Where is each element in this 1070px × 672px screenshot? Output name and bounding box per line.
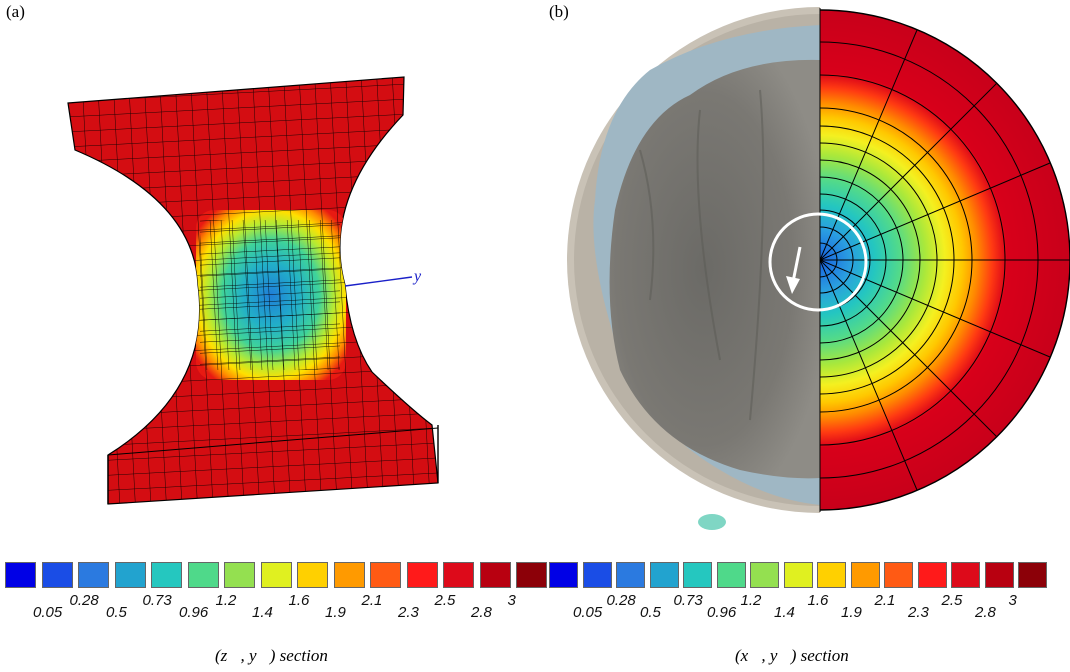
y-axis-label: y bbox=[412, 268, 422, 285]
colorbar-a: 0.05 0.28 0.5 0.73 0.96 1.2 1.4 1.6 1.9 2.1 2.3 2.5… bbox=[5, 558, 547, 628]
colorbar-tick-label: 0.5 bbox=[106, 604, 127, 621]
colorbar-tick-label: 1.4 bbox=[252, 604, 273, 621]
y-axis-indicator bbox=[344, 276, 413, 287]
colorbar-tick-label: 2.1 bbox=[361, 592, 383, 609]
colorbar-swatch bbox=[549, 562, 578, 588]
colorbar-swatch bbox=[649, 562, 679, 588]
panel-label-a: (a) bbox=[6, 2, 25, 21]
colorbar-tick-label: 2.5 bbox=[941, 592, 963, 609]
colorbar-tick-label: 1.2 bbox=[740, 592, 762, 609]
colorbar-tick-label: 0.28 bbox=[606, 592, 636, 609]
colorbar-swatch bbox=[78, 562, 109, 588]
colorbar-tick-label: 1.4 bbox=[774, 604, 795, 621]
colorbar-tick-label: 0.05 bbox=[33, 604, 63, 621]
colorbar-swatch bbox=[582, 562, 612, 588]
colorbar-swatch bbox=[1018, 562, 1047, 588]
colorbar-swatch bbox=[479, 562, 511, 588]
colorbar-tick-label: 3 bbox=[1008, 592, 1017, 609]
colorbar-swatch bbox=[5, 562, 36, 588]
colorbar-tick-label: 2.8 bbox=[471, 604, 492, 621]
colorbar-swatch bbox=[516, 562, 547, 588]
colorbar-swatch bbox=[683, 562, 712, 588]
colorbar-tick-label: 0.28 bbox=[69, 592, 99, 609]
colorbar-swatch bbox=[297, 562, 328, 588]
colorbar-tick-label: 2.8 bbox=[975, 604, 996, 621]
caption-a: (z⃗, y⃗) section bbox=[215, 646, 328, 665]
colorbar-swatch bbox=[984, 562, 1014, 588]
colorbar-swatch bbox=[224, 562, 255, 588]
colorbar-tick-label: 3 bbox=[507, 592, 516, 609]
colorbar-swatch bbox=[817, 562, 846, 588]
colorbar-swatch bbox=[114, 562, 146, 588]
colorbar-tick-label: 1.2 bbox=[215, 592, 237, 609]
deformed-mesh-a bbox=[67, 76, 439, 505]
colorbar-swatch bbox=[443, 562, 474, 588]
colorbar-tick-label: 1.9 bbox=[841, 604, 862, 621]
colorbar-swatch bbox=[616, 562, 645, 588]
colorbar-swatch bbox=[783, 562, 813, 588]
colorbar-tick-label: 2.1 bbox=[874, 592, 896, 609]
colorbar-swatch bbox=[370, 562, 401, 588]
colorbar-swatch bbox=[406, 562, 438, 588]
colorbar-swatch bbox=[151, 562, 182, 588]
colorbar-tick-label: 1.6 bbox=[288, 592, 310, 609]
colorbar-tick-label: 0.73 bbox=[142, 592, 172, 609]
colorbar-swatch bbox=[951, 562, 980, 588]
colorbar-tick-label: 1.9 bbox=[325, 604, 346, 621]
initiation-circle-marker bbox=[768, 212, 868, 312]
colorbar-swatch bbox=[260, 562, 292, 588]
colorbar-tick-label: 2.3 bbox=[398, 604, 419, 621]
colorbar-tick-label: 2.3 bbox=[908, 604, 929, 621]
colorbar-swatch bbox=[917, 562, 947, 588]
colorbar-swatch bbox=[187, 562, 219, 588]
colorbar-tick-label: 1.6 bbox=[807, 592, 829, 609]
colorbar-swatch bbox=[750, 562, 779, 588]
caption-b: (x⃗, y⃗) section bbox=[735, 646, 849, 665]
colorbar-swatch bbox=[333, 562, 365, 588]
colorbar-swatch bbox=[716, 562, 746, 588]
colorbar-tick-label: 2.5 bbox=[434, 592, 456, 609]
colorbar-swatch bbox=[41, 562, 73, 588]
colorbar-tick-label: 0.5 bbox=[640, 604, 661, 621]
colorbar-swatch bbox=[850, 562, 880, 588]
panel-label-b: (b) bbox=[549, 2, 569, 21]
figure-canvas: y bbox=[67, 7, 1070, 530]
colorbar-swatch bbox=[884, 562, 913, 588]
colorbar-tick-label: 0.73 bbox=[673, 592, 703, 609]
colorbar-tick-label: 0.05 bbox=[573, 604, 603, 621]
simulation-half bbox=[820, 9, 1070, 511]
colorbar-tick-label: 0.96 bbox=[179, 604, 209, 621]
fracture-photo-half bbox=[567, 7, 820, 530]
colorbar-b: 0.05 0.28 0.5 0.73 0.96 1.2 1.4 1.6 1.9 2.1 2.3 2.5… bbox=[549, 558, 1069, 628]
colorbar-tick-label: 0.96 bbox=[707, 604, 737, 621]
